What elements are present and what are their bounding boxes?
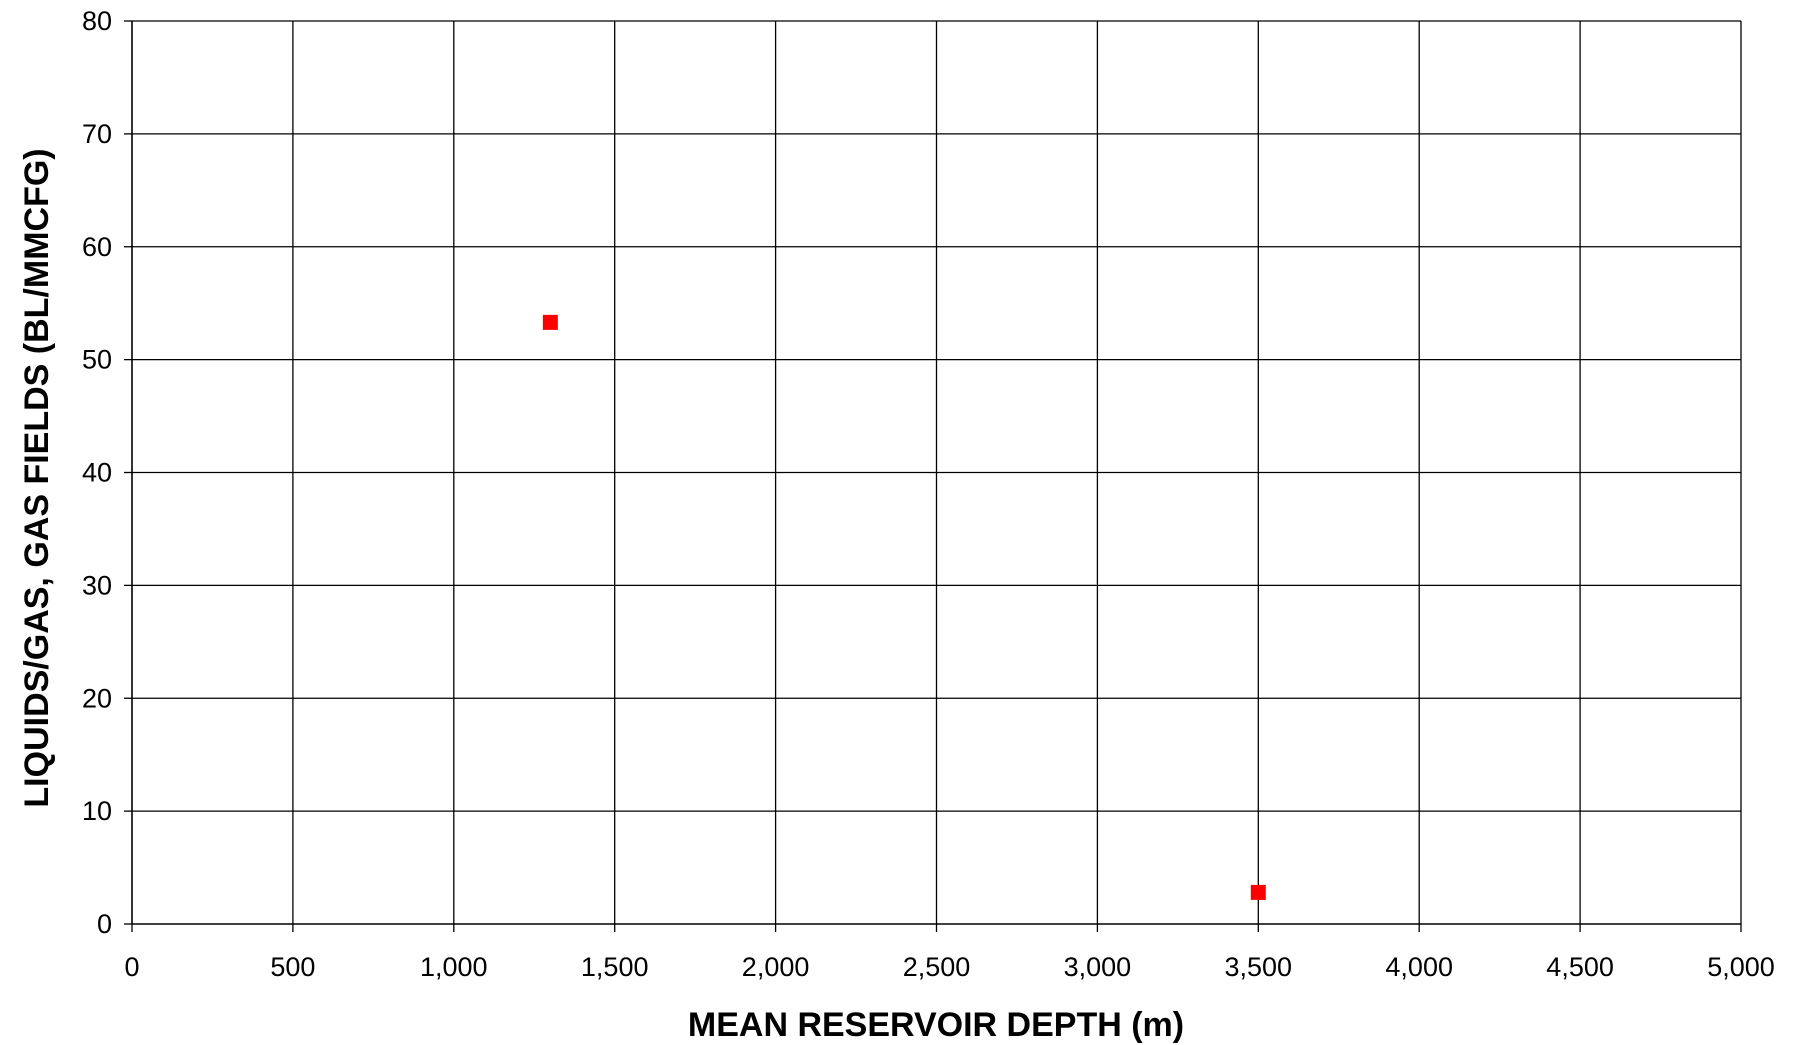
x-tick-label: 2,000: [742, 952, 810, 982]
y-tick-label: 30: [82, 570, 112, 600]
x-tick-label: 4,000: [1385, 952, 1453, 982]
y-tick-label: 10: [82, 796, 112, 826]
x-tick-label: 3,000: [1064, 952, 1132, 982]
x-axis-title: MEAN RESERVOIR DEPTH (m): [688, 1006, 1184, 1044]
y-tick-label: 50: [82, 345, 112, 375]
x-tick-label: 2,500: [903, 952, 971, 982]
data-point-marker: [1250, 884, 1266, 900]
data-points: [542, 314, 1266, 900]
x-tick-label: 3,500: [1225, 952, 1293, 982]
data-point-marker: [542, 314, 558, 330]
y-tick-label: 0: [97, 909, 112, 939]
x-tick-label: 1,000: [420, 952, 488, 982]
axes: [124, 20, 1742, 932]
x-tick-label: 1,500: [581, 952, 649, 982]
y-tick-label: 70: [82, 119, 112, 149]
x-tick-label: 0: [124, 952, 139, 982]
grid-lines: [132, 20, 1742, 924]
x-tick-label: 5,000: [1707, 952, 1775, 982]
y-tick-label: 60: [82, 232, 112, 262]
y-tick-label: 20: [82, 683, 112, 713]
y-tick-label: 80: [82, 6, 112, 36]
tick-labels: 0 500 1,000 1,500 2,000 2,500 3,000 3,500 4,000 4…: [82, 6, 1775, 982]
x-tick-label: 4,500: [1546, 952, 1614, 982]
y-axis-title: LIQUIDS/GAS, GAS FIELDS (BL/MMCFG): [18, 148, 56, 807]
x-tick-label: 500: [270, 952, 315, 982]
y-tick-label: 40: [82, 458, 112, 488]
